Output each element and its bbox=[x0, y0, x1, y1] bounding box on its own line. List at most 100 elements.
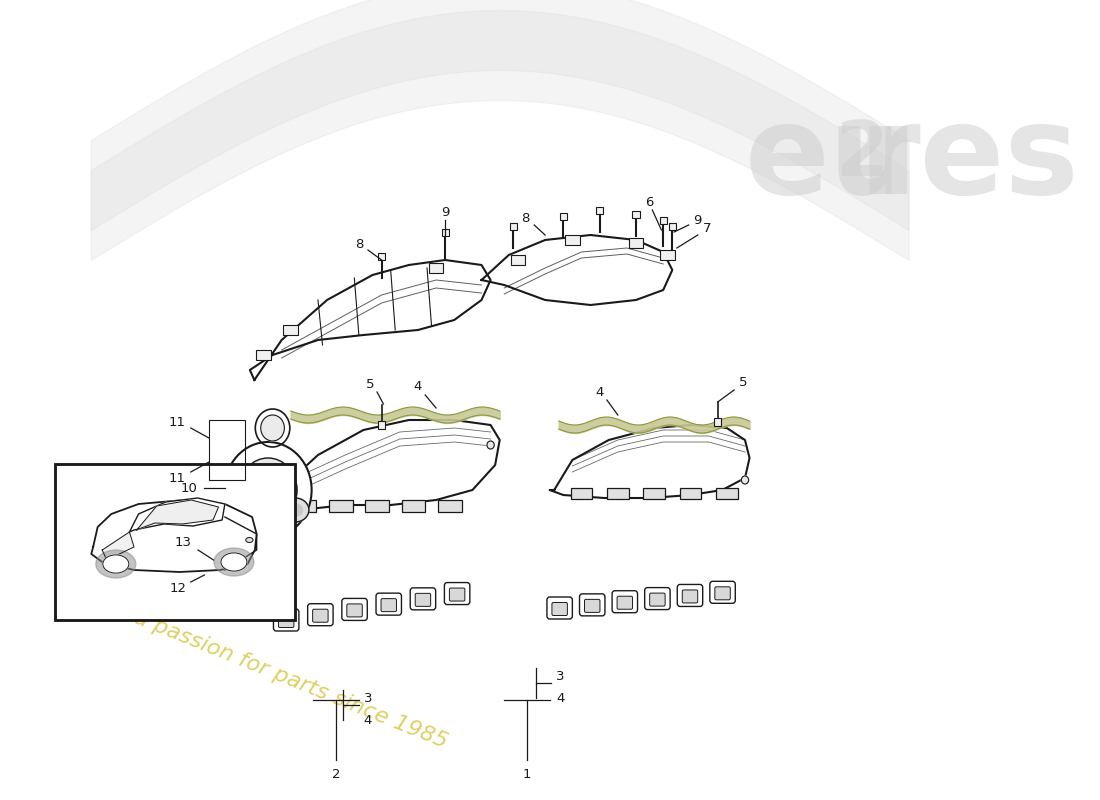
Circle shape bbox=[239, 458, 297, 522]
Bar bbox=[509, 223, 517, 230]
Ellipse shape bbox=[240, 531, 260, 553]
Circle shape bbox=[224, 442, 311, 538]
Bar bbox=[209, 420, 245, 480]
Bar bbox=[716, 488, 738, 499]
Polygon shape bbox=[550, 425, 749, 498]
Text: 6: 6 bbox=[646, 195, 653, 209]
Text: a passion for parts since 1985: a passion for parts since 1985 bbox=[131, 608, 450, 752]
FancyBboxPatch shape bbox=[710, 582, 735, 603]
Text: 1: 1 bbox=[522, 769, 531, 782]
Ellipse shape bbox=[255, 409, 289, 447]
FancyBboxPatch shape bbox=[552, 602, 568, 615]
Bar bbox=[629, 238, 644, 248]
Ellipse shape bbox=[261, 415, 285, 441]
FancyBboxPatch shape bbox=[410, 588, 436, 610]
Polygon shape bbox=[130, 498, 224, 532]
Text: 8: 8 bbox=[521, 211, 529, 225]
Text: eu: eu bbox=[745, 99, 918, 221]
Bar bbox=[596, 207, 603, 214]
Ellipse shape bbox=[234, 525, 265, 559]
Bar bbox=[571, 488, 593, 499]
Text: 4: 4 bbox=[364, 714, 372, 726]
Bar bbox=[198, 558, 236, 566]
FancyBboxPatch shape bbox=[376, 593, 402, 615]
FancyBboxPatch shape bbox=[346, 604, 362, 617]
Text: res: res bbox=[859, 99, 1079, 221]
Bar bbox=[669, 223, 675, 230]
Bar bbox=[560, 213, 566, 220]
Bar bbox=[284, 325, 298, 335]
Text: 13: 13 bbox=[175, 537, 192, 550]
FancyBboxPatch shape bbox=[715, 587, 730, 600]
Polygon shape bbox=[136, 500, 219, 530]
Bar bbox=[55, 464, 295, 620]
Bar bbox=[378, 421, 385, 429]
FancyBboxPatch shape bbox=[450, 588, 465, 601]
Polygon shape bbox=[102, 532, 134, 560]
FancyBboxPatch shape bbox=[381, 598, 396, 612]
FancyBboxPatch shape bbox=[678, 585, 703, 606]
Bar bbox=[714, 418, 722, 426]
Bar bbox=[293, 500, 316, 512]
Ellipse shape bbox=[178, 594, 212, 616]
Bar bbox=[402, 500, 426, 512]
Bar bbox=[510, 255, 525, 265]
Bar bbox=[680, 488, 702, 499]
Bar bbox=[644, 488, 666, 499]
Polygon shape bbox=[182, 510, 254, 610]
Text: 3: 3 bbox=[557, 670, 564, 682]
Bar bbox=[607, 488, 629, 499]
Text: 11: 11 bbox=[168, 415, 186, 429]
Bar bbox=[218, 478, 234, 502]
Circle shape bbox=[741, 476, 749, 484]
FancyBboxPatch shape bbox=[308, 604, 333, 626]
Ellipse shape bbox=[102, 555, 129, 573]
Text: 4: 4 bbox=[414, 381, 422, 394]
FancyBboxPatch shape bbox=[584, 599, 600, 612]
Bar bbox=[329, 500, 352, 512]
Text: 9: 9 bbox=[441, 206, 450, 218]
Text: 9: 9 bbox=[694, 214, 702, 226]
Polygon shape bbox=[273, 420, 499, 520]
Ellipse shape bbox=[288, 504, 302, 516]
Text: 4: 4 bbox=[557, 691, 564, 705]
Ellipse shape bbox=[245, 538, 253, 542]
Bar bbox=[378, 253, 385, 260]
Ellipse shape bbox=[214, 548, 254, 576]
Bar bbox=[429, 263, 443, 273]
FancyBboxPatch shape bbox=[645, 587, 670, 610]
Bar bbox=[438, 500, 462, 512]
FancyBboxPatch shape bbox=[312, 610, 328, 622]
Text: 4: 4 bbox=[595, 386, 604, 398]
FancyBboxPatch shape bbox=[274, 609, 299, 631]
FancyBboxPatch shape bbox=[580, 594, 605, 616]
Bar bbox=[55, 464, 295, 620]
Text: 2: 2 bbox=[836, 118, 889, 192]
FancyBboxPatch shape bbox=[547, 597, 572, 619]
FancyBboxPatch shape bbox=[617, 596, 632, 610]
FancyBboxPatch shape bbox=[682, 590, 697, 603]
Circle shape bbox=[487, 441, 494, 449]
Polygon shape bbox=[482, 235, 672, 305]
FancyBboxPatch shape bbox=[612, 590, 638, 613]
Text: 5: 5 bbox=[366, 378, 375, 390]
FancyBboxPatch shape bbox=[278, 614, 294, 627]
Bar bbox=[660, 250, 675, 260]
Ellipse shape bbox=[184, 598, 207, 612]
FancyBboxPatch shape bbox=[415, 594, 431, 606]
Text: 8: 8 bbox=[355, 238, 364, 250]
Text: 5: 5 bbox=[739, 375, 747, 389]
Bar bbox=[241, 525, 257, 550]
FancyBboxPatch shape bbox=[342, 598, 367, 621]
Bar bbox=[565, 235, 580, 245]
Bar bbox=[441, 229, 449, 236]
Ellipse shape bbox=[282, 498, 309, 522]
Text: 2: 2 bbox=[332, 769, 340, 782]
FancyBboxPatch shape bbox=[650, 593, 666, 606]
Circle shape bbox=[278, 506, 285, 514]
Ellipse shape bbox=[221, 553, 246, 571]
Text: 3: 3 bbox=[364, 691, 372, 705]
Text: 11: 11 bbox=[168, 471, 186, 485]
Text: 12: 12 bbox=[169, 582, 187, 594]
Text: 7: 7 bbox=[703, 222, 711, 234]
